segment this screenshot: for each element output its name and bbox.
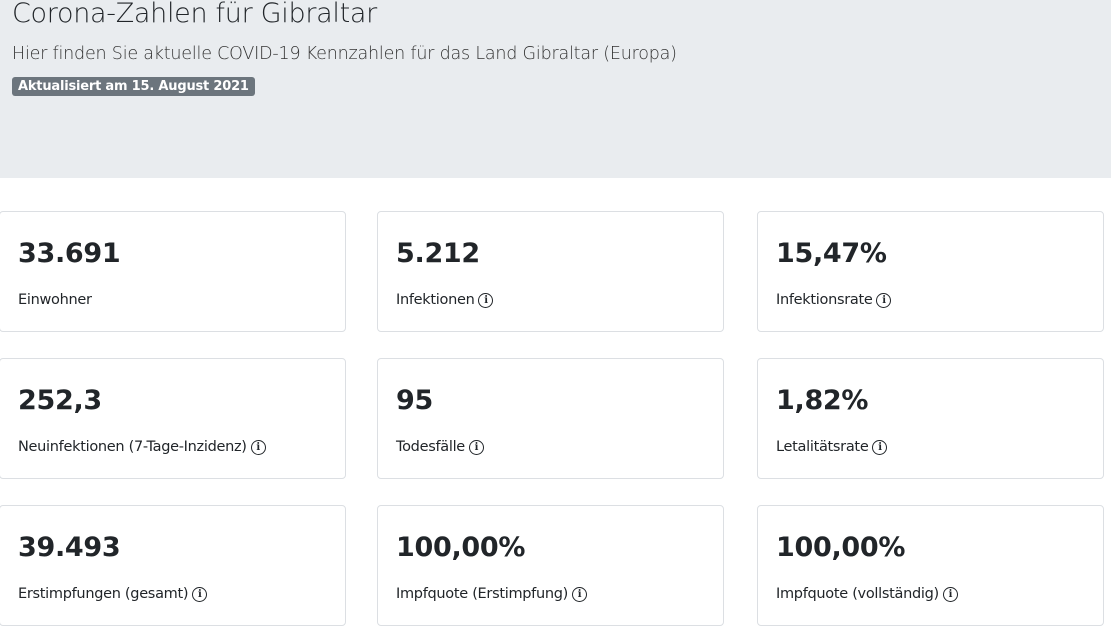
stat-card: 100,00% Impfquote (vollständig) i	[757, 505, 1104, 626]
stat-card: 100,00% Impfquote (Erstimpfung) i	[377, 505, 724, 626]
stat-label: Todesfälle	[396, 439, 465, 455]
updated-badge: Aktualisiert am 15. August 2021	[12, 77, 255, 96]
stat-label: Erstimpfungen (gesamt)	[18, 586, 189, 602]
stat-card: 95 Todesfälle i	[377, 358, 724, 479]
stat-label: Impfquote (vollständig)	[776, 586, 939, 602]
stat-card: 5.212 Infektionen i	[377, 211, 724, 332]
stat-label-row: Letalitätsrate i	[776, 439, 888, 455]
stat-value: 95	[396, 385, 433, 416]
stat-value: 39.493	[18, 532, 121, 563]
stat-label: Neuinfektionen (7-Tage-Inzidenz)	[18, 439, 247, 455]
stat-value: 1,82%	[776, 385, 869, 416]
stat-value: 100,00%	[776, 532, 906, 563]
stat-label-row: Todesfälle i	[396, 439, 484, 455]
stat-value: 252,3	[18, 385, 102, 416]
hero-header: Corona-Zahlen für Gibraltar Hier finden …	[0, 0, 1111, 178]
page-title: Corona-Zahlen für Gibraltar	[12, 0, 377, 29]
info-circle-icon[interactable]: i	[250, 439, 266, 455]
stat-label-row: Infektionen i	[396, 292, 494, 308]
stat-card: 1,82% Letalitätsrate i	[757, 358, 1104, 479]
info-circle-icon[interactable]: i	[872, 439, 888, 455]
info-circle-icon[interactable]: i	[942, 586, 958, 602]
stat-card: 33.691 Einwohner	[0, 211, 346, 332]
stat-value: 33.691	[18, 238, 121, 269]
stat-label-row: Neuinfektionen (7-Tage-Inzidenz) i	[18, 439, 266, 455]
stat-value: 15,47%	[776, 238, 887, 269]
stat-card: 15,47% Infektionsrate i	[757, 211, 1104, 332]
stat-label: Einwohner	[18, 292, 92, 308]
stat-label-row: Infektionsrate i	[776, 292, 892, 308]
stat-value: 100,00%	[396, 532, 526, 563]
stat-label-row: Einwohner	[18, 292, 92, 308]
info-circle-icon[interactable]: i	[478, 292, 494, 308]
stat-label-row: Erstimpfungen (gesamt) i	[18, 586, 208, 602]
stat-label-row: Impfquote (vollständig) i	[776, 586, 958, 602]
info-circle-icon[interactable]: i	[876, 292, 892, 308]
stat-card: 252,3 Neuinfektionen (7-Tage-Inzidenz) i	[0, 358, 346, 479]
stat-label: Infektionsrate	[776, 292, 873, 308]
stat-label: Impfquote (Erstimpfung)	[396, 586, 569, 602]
page-subtitle: Hier finden Sie aktuelle COVID-19 Kennza…	[12, 44, 677, 64]
info-circle-icon[interactable]: i	[572, 586, 588, 602]
stat-label: Infektionen	[396, 292, 475, 308]
info-circle-icon[interactable]: i	[468, 439, 484, 455]
info-circle-icon[interactable]: i	[192, 586, 208, 602]
stat-label: Letalitätsrate	[776, 439, 869, 455]
stat-value: 5.212	[396, 238, 480, 269]
stat-card: 39.493 Erstimpfungen (gesamt) i	[0, 505, 346, 626]
stat-label-row: Impfquote (Erstimpfung) i	[396, 586, 588, 602]
